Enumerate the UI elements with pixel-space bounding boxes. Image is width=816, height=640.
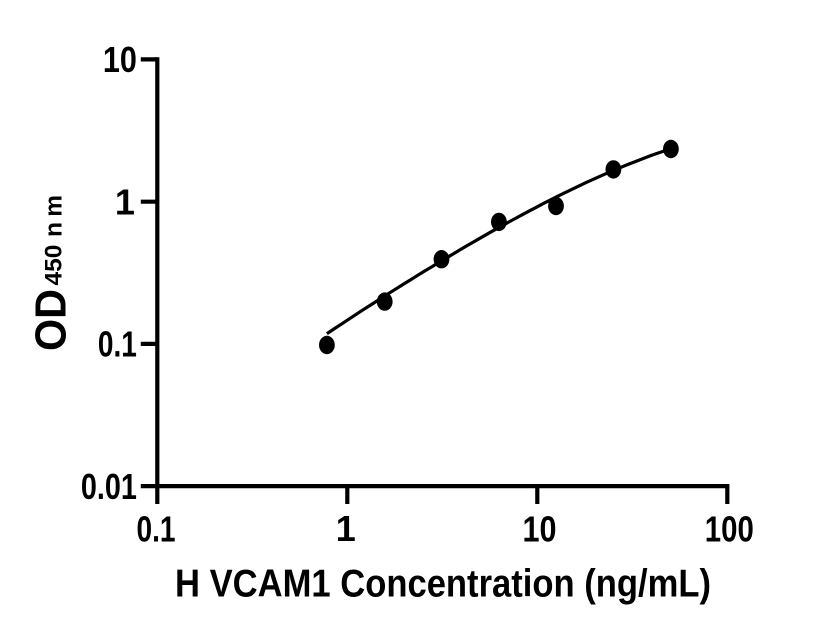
svg-text:nm: nm bbox=[41, 195, 68, 237]
svg-text:0.1: 0.1 bbox=[137, 508, 176, 549]
svg-text:450: 450 bbox=[41, 245, 68, 286]
svg-text:0.01: 0.01 bbox=[81, 466, 137, 507]
svg-text:1: 1 bbox=[336, 508, 356, 549]
svg-text:0.1: 0.1 bbox=[98, 324, 137, 365]
svg-text:10: 10 bbox=[523, 508, 557, 549]
svg-text:10: 10 bbox=[103, 39, 137, 80]
svg-text:100: 100 bbox=[705, 508, 754, 549]
svg-text:H VCAM1 Concentration (ng/mL): H VCAM1 Concentration (ng/mL) bbox=[175, 563, 711, 606]
svg-text:OD: OD bbox=[27, 289, 76, 351]
svg-text:1: 1 bbox=[115, 181, 135, 222]
